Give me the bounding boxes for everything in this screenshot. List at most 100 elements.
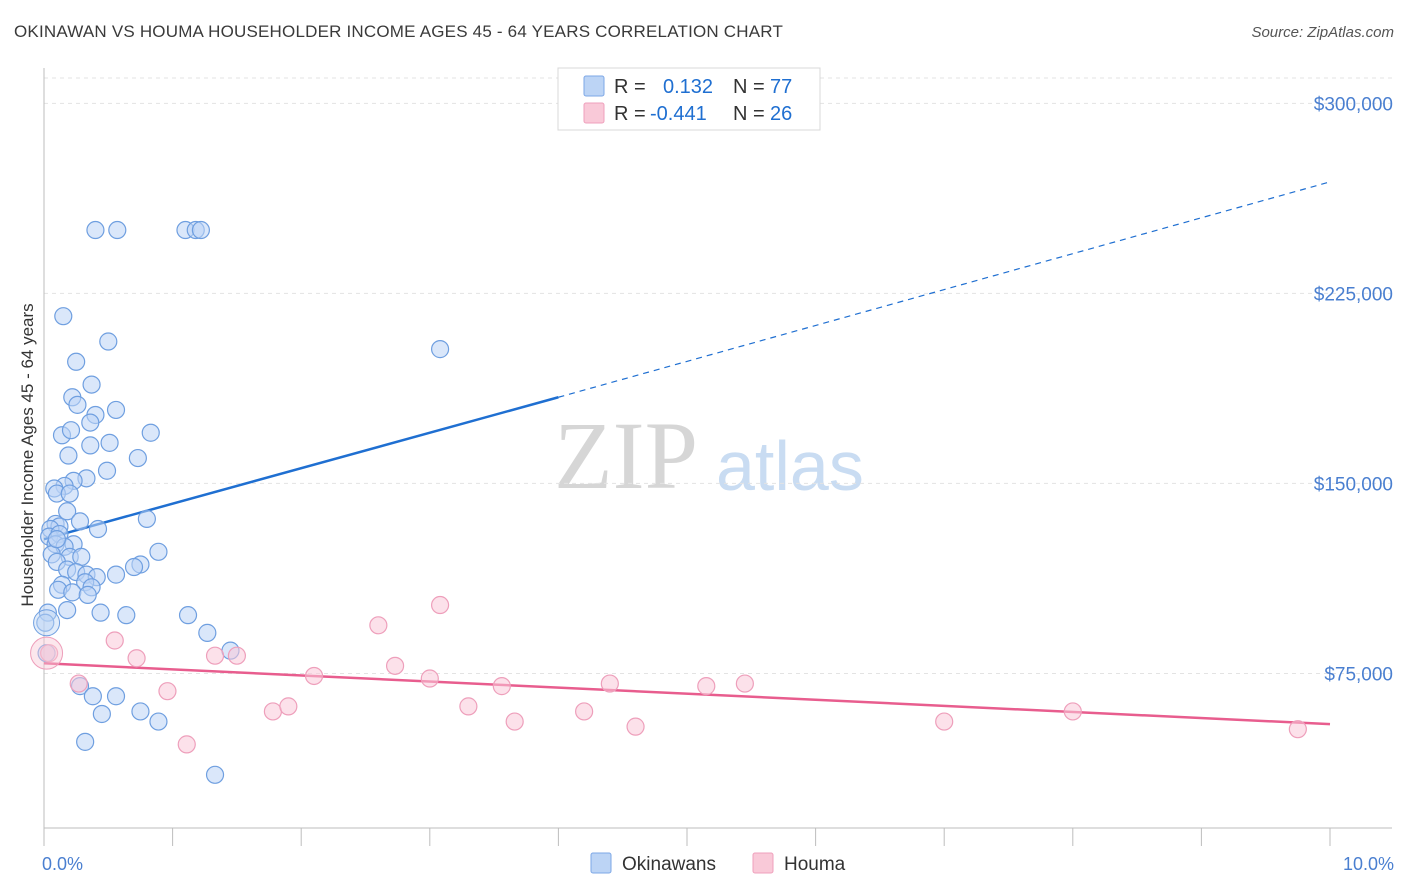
houma-point bbox=[600, 674, 619, 693]
houma-point bbox=[430, 595, 450, 615]
okinawan-point bbox=[54, 307, 73, 326]
legend-r-label: R = bbox=[614, 103, 646, 125]
houma-point bbox=[575, 702, 594, 721]
houma-point bbox=[420, 669, 439, 688]
houma-point bbox=[505, 712, 524, 731]
chart-title: OKINAWAN VS HOUMA HOUSEHOLDER INCOME AGE… bbox=[14, 22, 784, 41]
y-tick-label: $150,000 bbox=[1314, 474, 1393, 495]
axes: $75,000 $150,000 $225,000 $300,000 0.0% 10.0% bbox=[42, 68, 1394, 874]
okinawan-point bbox=[72, 547, 91, 566]
houma-point-large bbox=[30, 636, 64, 670]
houma-point bbox=[127, 649, 146, 668]
okinawan-point bbox=[58, 600, 77, 620]
okinawan-point bbox=[124, 557, 144, 577]
houma-point bbox=[626, 717, 645, 736]
okinawan-point bbox=[78, 585, 97, 604]
chart-source: Source: ZipAtlas.com bbox=[1251, 24, 1394, 41]
okinawan-point bbox=[83, 687, 102, 706]
bottom-legend-label: Houma bbox=[784, 854, 846, 875]
okinawan-point bbox=[131, 702, 150, 721]
okinawan-point bbox=[81, 413, 100, 432]
okinawan-point bbox=[128, 448, 147, 468]
okinawan-point bbox=[178, 606, 198, 625]
watermark-atlas: atlas bbox=[716, 427, 864, 505]
houma-point bbox=[1288, 720, 1307, 739]
okinawan-point bbox=[106, 400, 126, 420]
okinawan-point bbox=[61, 421, 81, 440]
houma-point bbox=[69, 674, 88, 693]
houma-point bbox=[279, 697, 298, 716]
legend-n-label: N = bbox=[733, 76, 765, 98]
okinawan-point bbox=[100, 433, 119, 452]
houma-point bbox=[105, 631, 124, 650]
x-tick-label: 0.0% bbox=[42, 854, 83, 874]
houma-point bbox=[492, 677, 511, 696]
okinawan-point bbox=[58, 502, 77, 521]
houma-point bbox=[263, 702, 283, 721]
y-axis-label: Householder Income Ages 45 - 64 years bbox=[18, 303, 37, 606]
okinawan-point bbox=[81, 436, 100, 455]
houma-point bbox=[459, 697, 478, 716]
watermark-zip: ZIP bbox=[554, 402, 698, 509]
okinawan-trend-line bbox=[43, 396, 559, 541]
houma-point bbox=[205, 646, 225, 665]
legend-r-value: -0.441 bbox=[650, 103, 707, 125]
okinawan-point bbox=[191, 220, 210, 240]
x-tick-label: 10.0% bbox=[1343, 854, 1394, 874]
okinawan-point bbox=[149, 542, 168, 561]
okinawan-point bbox=[60, 484, 79, 503]
y-tick-label: $300,000 bbox=[1314, 94, 1393, 115]
legend-n-label: N = bbox=[733, 103, 765, 125]
legend-r-value: 0.132 bbox=[663, 76, 713, 98]
okinawan-point bbox=[97, 461, 117, 480]
okinawan-point bbox=[63, 583, 82, 602]
okinawan-point bbox=[106, 565, 126, 584]
houma-trend-line bbox=[43, 662, 1331, 726]
houma-point bbox=[735, 674, 754, 693]
houma-point bbox=[385, 656, 405, 675]
houma-point bbox=[369, 616, 388, 635]
okinawan-point bbox=[86, 220, 105, 240]
houma-point bbox=[227, 646, 246, 665]
okinawan-point bbox=[149, 712, 168, 731]
houma-point bbox=[1063, 702, 1082, 721]
houma-point bbox=[935, 712, 954, 731]
top-legend: R = 0.132 N = 77 R = -0.441 N = 26 bbox=[557, 67, 821, 131]
okinawan-point bbox=[67, 352, 86, 371]
okinawan-trend-extension bbox=[558, 181, 1331, 398]
okinawan-point bbox=[108, 220, 127, 240]
okinawan-point bbox=[59, 446, 78, 465]
houma-point bbox=[697, 677, 716, 696]
okinawan-point bbox=[68, 395, 87, 414]
y-tick-label: $75,000 bbox=[1324, 664, 1393, 685]
legend-swatch-blue bbox=[583, 75, 605, 97]
houma-point bbox=[158, 682, 177, 701]
watermark: ZIP atlas bbox=[554, 402, 864, 509]
bottom-legend-swatch-pink bbox=[752, 852, 774, 874]
legend-r-label: R = bbox=[614, 76, 646, 98]
okinawan-point bbox=[137, 509, 156, 528]
y-tick-label: $225,000 bbox=[1314, 284, 1393, 305]
houma-point bbox=[304, 666, 324, 686]
okinawan-point bbox=[430, 340, 450, 359]
okinawan-point bbox=[91, 603, 110, 622]
legend-swatch-pink bbox=[583, 102, 605, 124]
houma-point bbox=[177, 735, 196, 754]
okinawan-point bbox=[70, 512, 90, 531]
data-points bbox=[30, 220, 1307, 784]
legend-n-value: 77 bbox=[770, 76, 792, 98]
grid-lines bbox=[44, 77, 1392, 674]
bottom-legend-swatch-blue bbox=[590, 852, 612, 874]
okinawan-point bbox=[47, 530, 66, 549]
okinawan-point bbox=[106, 687, 126, 706]
okinawan-point bbox=[99, 332, 118, 351]
okinawan-point bbox=[198, 623, 217, 642]
legend-n-value: 26 bbox=[770, 103, 792, 125]
houma-point bbox=[40, 644, 59, 663]
trend-lines bbox=[43, 181, 1331, 726]
bottom-legend-label: Okinawans bbox=[622, 854, 716, 875]
okinawan-point bbox=[36, 613, 55, 632]
okinawan-point bbox=[117, 606, 136, 625]
bottom-legend: Okinawans Houma bbox=[590, 852, 846, 875]
